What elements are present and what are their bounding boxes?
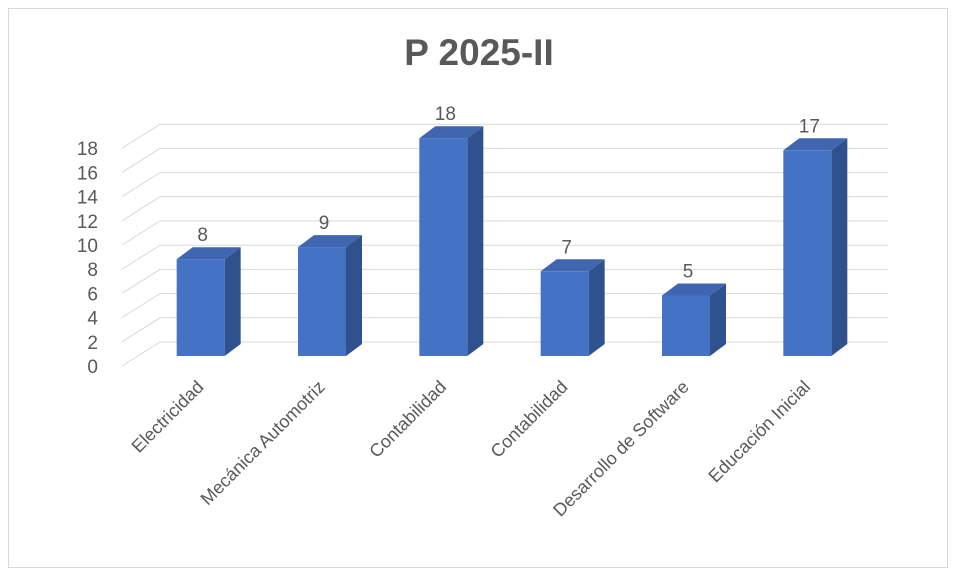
y-tick-label: 16 [77,163,98,184]
y-tick-label: 12 [77,212,98,233]
bar [783,138,848,356]
bars [176,126,848,356]
y-tick-label: 14 [77,188,99,209]
bar-side [467,126,484,356]
chart-title: P 2025-II [404,32,554,73]
bar [540,259,605,356]
gridline [121,341,888,367]
bar-top [540,259,605,272]
data-label: 17 [799,116,820,137]
bar-front [783,150,832,356]
bar-top [419,126,484,139]
gridline [121,123,888,149]
bar-front [540,271,589,356]
bar-front [298,247,346,356]
bar-top [783,138,848,151]
bar [419,126,484,356]
gridline [121,268,888,294]
bar-side [831,138,848,356]
gridline [121,196,888,222]
y-tick-label: 8 [87,260,98,281]
bar [662,283,726,356]
gridline [121,244,888,270]
category-label: Mecánica Automotriz [197,377,329,509]
bar-front [419,138,468,356]
data-label: 18 [435,104,456,125]
category-label: Contabilidad [365,377,450,462]
bar-front [176,259,225,356]
bar-top [662,283,726,296]
bar-top [298,235,362,248]
gridline [121,147,888,173]
category-label: Educación Inicial [704,377,814,487]
bar-side [224,247,241,356]
bar-side [588,259,605,356]
bar-front [662,295,710,356]
gridlines [121,123,888,367]
gridline [121,220,888,246]
y-tick-label: 0 [87,357,98,378]
data-label: 7 [561,237,572,258]
data-label: 5 [683,262,694,283]
y-tick-label: 18 [77,139,98,160]
data-label: 9 [319,213,330,234]
gridline [121,293,888,319]
bar-side [710,283,726,356]
data-label: 8 [197,225,208,246]
y-tick-label: 2 [87,333,98,354]
y-tick-label: 10 [77,236,98,257]
category-label: Electricidad [128,377,208,457]
bar [298,235,362,356]
category-label: Desarrollo de Software [549,377,693,521]
bar [176,247,241,356]
gridline [121,172,888,198]
bar-side [346,235,362,356]
gridline [121,317,888,343]
bar-top [176,247,241,260]
y-tick-label: 6 [87,284,98,305]
y-tick-label: 4 [87,309,98,330]
category-label: Contabilidad [487,377,572,462]
